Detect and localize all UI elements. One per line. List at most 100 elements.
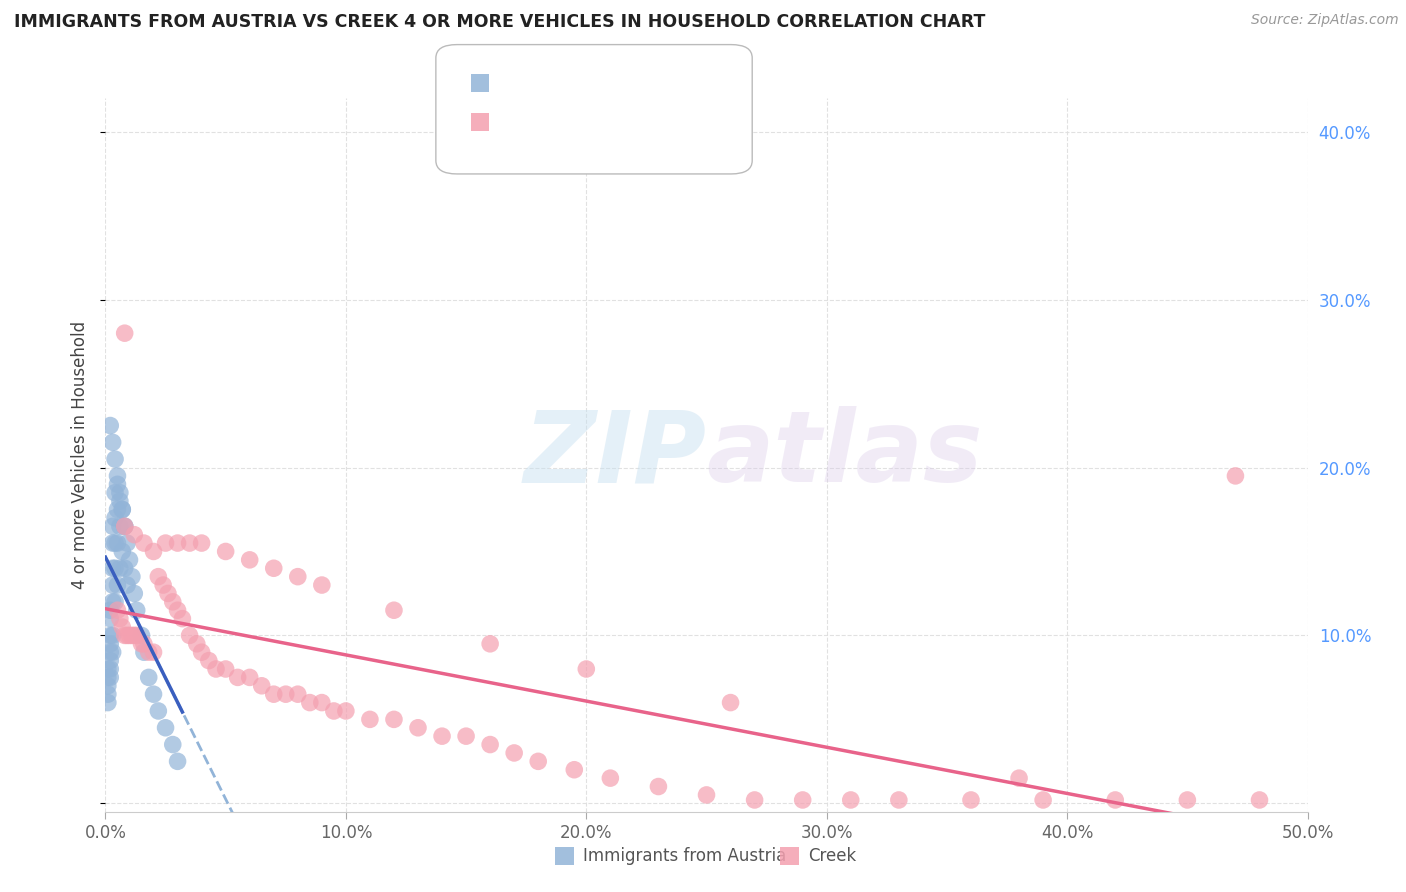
- Point: [155, 536, 177, 550]
- Point: [125, 628, 148, 642]
- Point: [155, 721, 177, 735]
- Point: [179, 628, 201, 642]
- Point: [125, 603, 148, 617]
- Point: [101, 536, 124, 550]
- Point: [142, 687, 165, 701]
- Point: [839, 793, 862, 807]
- Point: [454, 729, 477, 743]
- Point: [311, 696, 333, 710]
- Point: [430, 729, 453, 743]
- Point: [142, 544, 165, 558]
- Point: [98, 612, 121, 626]
- Point: [114, 519, 136, 533]
- Point: [406, 721, 429, 735]
- Point: [479, 637, 502, 651]
- Point: [118, 553, 141, 567]
- Text: atlas: atlas: [707, 407, 983, 503]
- Point: [562, 763, 585, 777]
- Point: [503, 746, 526, 760]
- Text: ZIP: ZIP: [523, 407, 707, 503]
- Text: 57: 57: [644, 74, 669, 92]
- Text: Creek: Creek: [808, 847, 856, 865]
- Point: [156, 586, 179, 600]
- Point: [121, 628, 143, 642]
- Point: [98, 662, 121, 676]
- Point: [792, 793, 814, 807]
- Point: [108, 485, 131, 500]
- Point: [101, 561, 124, 575]
- Point: [101, 595, 124, 609]
- Point: [107, 502, 129, 516]
- Text: 0.105: 0.105: [536, 74, 599, 92]
- Point: [97, 696, 120, 710]
- Point: [226, 670, 249, 684]
- Point: [111, 544, 134, 558]
- Point: [98, 628, 121, 642]
- Point: [104, 511, 127, 525]
- Text: -0.105: -0.105: [536, 113, 600, 131]
- Point: [960, 793, 983, 807]
- Point: [1008, 771, 1031, 785]
- Point: [108, 519, 131, 533]
- Point: [97, 687, 120, 701]
- Point: [98, 670, 121, 684]
- Point: [263, 561, 285, 575]
- Point: [98, 637, 121, 651]
- Point: [114, 519, 136, 533]
- Point: [111, 502, 134, 516]
- Point: [104, 536, 127, 550]
- Point: [104, 561, 127, 575]
- Point: [1104, 793, 1126, 807]
- Point: [138, 645, 160, 659]
- Point: [239, 670, 262, 684]
- Point: [263, 687, 285, 701]
- Point: [186, 637, 208, 651]
- Point: [131, 637, 153, 651]
- Text: IMMIGRANTS FROM AUSTRIA VS CREEK 4 OR MORE VEHICLES IN HOUSEHOLD CORRELATION CHA: IMMIGRANTS FROM AUSTRIA VS CREEK 4 OR MO…: [14, 13, 986, 31]
- Point: [322, 704, 344, 718]
- Point: [190, 536, 212, 550]
- Point: [98, 654, 121, 668]
- Point: [239, 553, 262, 567]
- Point: [98, 603, 121, 617]
- Point: [104, 485, 127, 500]
- Point: [198, 654, 221, 668]
- Point: [382, 603, 405, 617]
- Point: [114, 326, 136, 341]
- Point: [311, 578, 333, 592]
- Point: [118, 628, 141, 642]
- Point: [382, 712, 405, 726]
- Point: [887, 793, 910, 807]
- Point: [1249, 793, 1271, 807]
- Point: [166, 755, 188, 769]
- Point: [359, 712, 381, 726]
- Point: [1032, 793, 1054, 807]
- Point: [138, 670, 160, 684]
- Point: [479, 738, 502, 752]
- Point: [101, 435, 124, 450]
- Point: [1175, 793, 1198, 807]
- Point: [115, 536, 138, 550]
- Point: [124, 586, 146, 600]
- Point: [132, 645, 155, 659]
- Text: N =: N =: [607, 113, 647, 131]
- Point: [114, 628, 136, 642]
- Point: [335, 704, 357, 718]
- Text: R =: R =: [499, 74, 538, 92]
- Point: [214, 662, 236, 676]
- Text: R =: R =: [499, 113, 538, 131]
- Point: [108, 612, 131, 626]
- Point: [162, 595, 184, 609]
- Y-axis label: 4 or more Vehicles in Household: 4 or more Vehicles in Household: [72, 321, 90, 589]
- Point: [166, 603, 188, 617]
- Text: 74: 74: [644, 113, 669, 131]
- Point: [131, 628, 153, 642]
- Point: [98, 418, 121, 433]
- Point: [575, 662, 598, 676]
- Point: [107, 477, 129, 491]
- Point: [115, 578, 138, 592]
- Point: [527, 755, 550, 769]
- Point: [166, 536, 188, 550]
- Point: [720, 696, 742, 710]
- Point: [107, 578, 129, 592]
